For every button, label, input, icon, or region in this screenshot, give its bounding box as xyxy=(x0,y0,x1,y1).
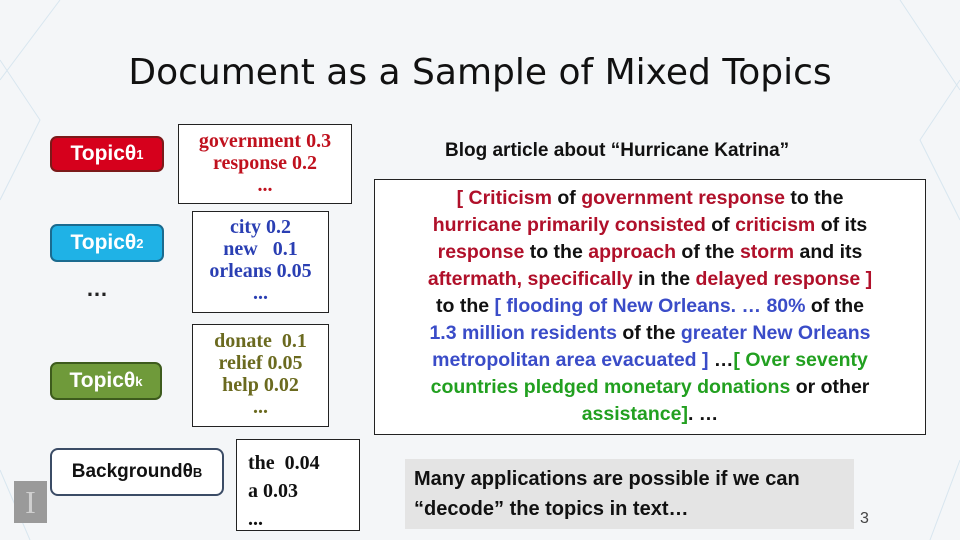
word-entry: ... xyxy=(248,508,263,530)
article-line: aftermath, specifically in the delayed r… xyxy=(427,268,873,290)
article-line: to the [ flooding of New Orleans. … 80% … xyxy=(436,295,864,317)
article-line: response to the approach of the storm an… xyxy=(437,241,863,263)
article-line: 1.3 million residents of the greater New… xyxy=(429,322,871,344)
word-entry: ... xyxy=(253,396,268,418)
word-entry: government 0.3 xyxy=(198,130,332,152)
word-entry: ... xyxy=(257,174,273,196)
article-line: assistance]. … xyxy=(581,403,719,425)
word-entry: a 0.03 xyxy=(248,480,298,502)
word-entry: new 0.1 xyxy=(223,238,298,260)
topic-k-word-list: donate 0.1 relief 0.05 help 0.02 ... xyxy=(192,324,329,427)
word-entry: relief 0.05 xyxy=(218,352,303,374)
word-entry: response 0.2 xyxy=(212,152,318,174)
word-entry: ... xyxy=(253,282,268,304)
word-entry: the 0.04 xyxy=(248,452,320,474)
note-box: Many applications are possible if we can… xyxy=(405,459,854,529)
page-title: Document as a Sample of Mixed Topics xyxy=(128,52,832,93)
page-number: 3 xyxy=(860,510,869,527)
word-entry: help 0.02 xyxy=(222,374,299,396)
word-entry: city 0.2 xyxy=(229,216,292,238)
article-line: countries pledged monetary donations or … xyxy=(430,376,870,398)
background-word-list: the 0.04 a 0.03 ... xyxy=(236,439,360,531)
article-text-box: [ Criticism of government response to th… xyxy=(374,179,926,435)
word-entry: orleans 0.05 xyxy=(209,260,312,282)
logo-icon: I xyxy=(14,481,47,523)
word-entry: donate 0.1 xyxy=(214,330,307,352)
article-line: [ Criticism of government response to th… xyxy=(456,187,844,209)
article-line: hurricane primarily consisted of critici… xyxy=(432,214,868,236)
topic-2-word-list: city 0.2 new 0.1 orleans 0.05 ... xyxy=(192,211,329,313)
blog-title: Blog article about “Hurricane Katrina” xyxy=(445,140,790,161)
note-line: Many applications are possible if we can xyxy=(414,468,800,490)
article-line: metropolitan area evacuated ] …[ Over se… xyxy=(432,349,868,371)
note-line: “decode” the topics in text… xyxy=(414,498,689,520)
topic-1-word-list: government 0.3 response 0.2 ... xyxy=(178,124,352,204)
ellipsis: … xyxy=(86,276,108,301)
